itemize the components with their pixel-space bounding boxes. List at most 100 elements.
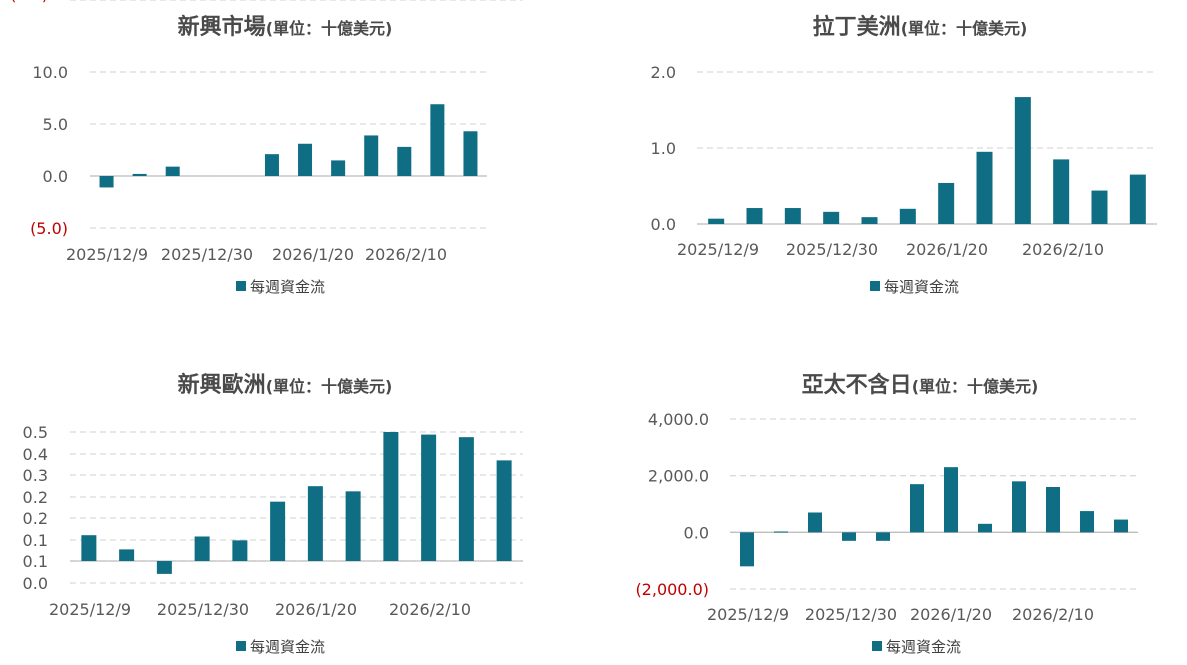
- bar: [1080, 511, 1094, 533]
- bar: [421, 434, 437, 561]
- y-tick-label: 4,000.0: [648, 410, 709, 429]
- bar: [264, 154, 279, 176]
- bar: [876, 532, 890, 541]
- y-tick-label: 2,000.0: [648, 467, 709, 486]
- bar: [774, 531, 788, 533]
- bar: [861, 217, 878, 224]
- chart-title-main: 新興歐洲: [178, 372, 266, 398]
- y-tick-label: (2,000.0): [635, 580, 709, 599]
- bar: [808, 512, 822, 533]
- bar: [81, 535, 97, 561]
- bar: [458, 437, 474, 561]
- bar: [194, 536, 210, 561]
- chart-title-unit: (單位：十億美元): [266, 19, 393, 38]
- y-tick-label: 1.0: [651, 139, 676, 158]
- bar: [99, 176, 114, 188]
- y-tick-label: 0.0: [651, 215, 676, 234]
- y-tick-label: 2.0: [651, 63, 676, 82]
- bar: [1114, 519, 1128, 533]
- bar: [165, 166, 180, 176]
- y-tick-label: 5.0: [43, 115, 68, 134]
- bar: [298, 143, 313, 176]
- chart-title-main: 新興市場: [178, 14, 266, 40]
- x-tick-label: 2025/12/30: [161, 245, 253, 264]
- bar: [708, 218, 725, 224]
- bar: [910, 484, 924, 533]
- bar: [938, 182, 955, 224]
- y-tick-label: (0.1): [10, 0, 48, 4]
- bar: [132, 173, 147, 176]
- bar: [740, 532, 754, 567]
- legend-swatch: [236, 281, 246, 291]
- chart-title: 亞太不含日(單位：十億美元): [802, 372, 1039, 398]
- y-tick-label: (5.0): [30, 219, 68, 238]
- legend-swatch: [872, 641, 882, 651]
- chart-title-main: 亞太不含日: [802, 372, 912, 398]
- y-tick-label: 0.1: [23, 552, 48, 571]
- legend-swatch: [870, 281, 880, 291]
- y-tick-label: 0.0: [43, 167, 68, 186]
- x-tick-label: 2026/1/20: [275, 600, 357, 619]
- bar: [270, 501, 286, 561]
- chart-title-main: 拉丁美洲: [813, 14, 901, 40]
- x-tick-label: 2026/2/10: [1022, 240, 1104, 259]
- x-tick-label: 2025/12/30: [805, 605, 897, 624]
- legend-label: 每週資金流: [886, 638, 961, 656]
- x-tick-label: 2026/1/20: [906, 240, 988, 259]
- y-tick-label: 0.2: [23, 509, 48, 528]
- y-tick-label: 0.1: [23, 531, 48, 550]
- bar: [842, 532, 856, 541]
- x-tick-label: 2026/2/10: [365, 245, 447, 264]
- bar: [307, 486, 323, 561]
- chart-title: 新興市場(單位：十億美元): [178, 14, 393, 40]
- bar: [1091, 190, 1108, 224]
- bar: [345, 491, 361, 561]
- y-tick-label: 10.0: [32, 63, 68, 82]
- chart-title-unit: (單位：十億美元): [912, 377, 1039, 396]
- bar: [1046, 487, 1060, 533]
- y-tick-label: 0.0: [684, 523, 709, 542]
- bar: [364, 135, 379, 176]
- bar: [430, 104, 445, 176]
- x-tick-label: 2026/1/20: [272, 245, 354, 264]
- legend-label: 每週資金流: [250, 638, 325, 656]
- bar: [823, 211, 840, 224]
- bar: [331, 160, 346, 176]
- chart-title: 新興歐洲(單位：十億美元): [178, 372, 393, 398]
- y-tick-label: 0.3: [23, 466, 48, 485]
- chart-emerging-markets: 新興市場(單位：十億美元) 10.0 5.0 0.0 (5.0) 2025/12/9 202…: [30, 14, 487, 296]
- bar: [976, 151, 993, 224]
- bar: [784, 208, 801, 224]
- bar: [119, 549, 135, 561]
- x-tick-label: 2025/12/9: [49, 600, 131, 619]
- bar: [232, 540, 248, 561]
- x-tick-label: 2025/12/9: [677, 240, 759, 259]
- bar: [383, 432, 399, 561]
- bar: [156, 561, 172, 574]
- bar: [1129, 174, 1146, 224]
- y-tick-label: 0.4: [23, 445, 48, 464]
- legend-label: 每週資金流: [250, 278, 325, 296]
- legend-label: 每週資金流: [884, 278, 959, 296]
- y-tick-label: 0.2: [23, 488, 48, 507]
- x-tick-label: 2026/1/20: [910, 605, 992, 624]
- x-tick-label: 2025/12/30: [157, 600, 249, 619]
- bar: [899, 208, 916, 224]
- x-tick-label: 2026/2/10: [389, 600, 471, 619]
- chart-emerging-europe: 新興歐洲(單位：十億美元)0.50.40.30.20.20.10.10.0(0.…: [10, 0, 523, 656]
- bar: [944, 467, 958, 533]
- bar: [746, 208, 763, 224]
- chart-title-unit: (單位：十億美元): [266, 377, 393, 396]
- bar: [1053, 159, 1070, 224]
- bar: [978, 523, 992, 533]
- x-tick-label: 2026/2/10: [1012, 605, 1094, 624]
- x-tick-label: 2025/12/9: [66, 245, 148, 264]
- x-tick-label: 2025/12/9: [707, 605, 789, 624]
- legend-swatch: [236, 641, 246, 651]
- chart-asia-ex-japan: 亞太不含日(單位：十億美元) 4,000.0 2,000.0 0.0 (2,000.0)…: [635, 372, 1138, 656]
- x-tick-label: 2025/12/30: [786, 240, 878, 259]
- y-tick-label: 0.0: [23, 574, 48, 593]
- bar: [1012, 481, 1026, 533]
